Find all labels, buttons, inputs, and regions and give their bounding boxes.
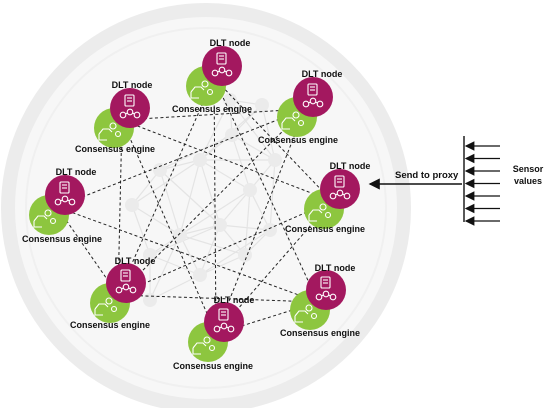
dlt-node-label: DLT node	[214, 295, 255, 305]
ledger-nodes: DLT node Consensus engine DLT node Consensu…	[22, 38, 370, 371]
dlt-node-label: DLT node	[302, 69, 343, 79]
certificate-chain-icon	[213, 308, 235, 333]
certificate-chain-icon	[329, 175, 351, 200]
certificate-chain-icon	[211, 52, 233, 77]
hand-gears-icon	[33, 209, 57, 228]
consensus-engine-label: Consensus engine	[172, 104, 252, 114]
peer-link	[121, 119, 333, 202]
peer-link	[117, 294, 319, 303]
sensor-values-label: values	[514, 176, 542, 186]
consensus-engine-label: Consensus engine	[70, 320, 150, 330]
dlt-node-circle	[320, 169, 360, 209]
dlt-node-group: DLT node Consensus engine	[280, 263, 360, 338]
hand-gears-icon	[190, 80, 214, 99]
consensus-engine-label: Consensus engine	[75, 144, 155, 154]
peer-link	[56, 206, 319, 303]
certificate-chain-icon	[115, 269, 137, 294]
sensor-values-label: Sensor	[513, 164, 544, 174]
peer-link	[213, 77, 319, 303]
dlt-node-label: DLT node	[330, 161, 371, 171]
proxy-input: Send to proxy Sensor values	[368, 136, 544, 226]
hand-gears-icon	[308, 203, 332, 222]
consensus-engine-label: Consensus engine	[280, 328, 360, 338]
hand-gears-icon	[98, 122, 122, 141]
dlt-node-label: DLT node	[315, 263, 356, 273]
consensus-engine-label: Consensus engine	[285, 224, 365, 234]
peer-link	[56, 108, 306, 208]
dlt-node-label: DLT node	[115, 256, 156, 266]
dlt-node-circle	[106, 263, 146, 303]
dlt-node-circle	[293, 77, 333, 117]
send-to-proxy-label: Send to proxy	[395, 170, 459, 181]
dlt-node-label: DLT node	[210, 38, 251, 48]
certificate-chain-icon	[302, 83, 324, 108]
dlt-node-label: DLT node	[112, 80, 153, 90]
dlt-node-group: DLT node Consensus engine	[258, 69, 342, 145]
peer-link	[215, 108, 306, 335]
peer-link	[213, 77, 217, 335]
certificate-chain-icon	[54, 181, 76, 206]
dlt-node-circle	[45, 175, 85, 215]
dlt-node-circle	[202, 46, 242, 86]
dlt-node-circle	[204, 302, 244, 342]
dlt-node-group: DLT node Consensus engine	[285, 161, 370, 234]
peer-link	[117, 77, 215, 296]
dlt-node-group: DLT node Consensus engine	[75, 80, 155, 154]
peer-link	[117, 200, 333, 296]
hand-gears-icon	[192, 336, 216, 355]
dlt-node-circle	[110, 88, 150, 128]
consensus-engine-label: Consensus engine	[173, 361, 253, 371]
dlt-node-label: DLT node	[56, 167, 97, 177]
hand-gears-icon	[281, 111, 305, 130]
dlt-node-group: DLT node Consensus engine	[173, 295, 254, 371]
certificate-chain-icon	[315, 276, 337, 301]
hand-gears-icon	[94, 297, 118, 316]
dlt-node-group: DLT node Consensus engine	[172, 38, 252, 114]
dlt-node-group: DLT node Consensus engine	[22, 167, 102, 244]
peer-link	[121, 119, 217, 335]
hand-gears-icon	[294, 304, 318, 323]
peer-link	[213, 77, 333, 202]
consensus-engine-label: Consensus engine	[258, 135, 338, 145]
consensus-engine-label: Consensus engine	[22, 234, 102, 244]
dlt-node-group: DLT node Consensus engine	[70, 256, 155, 330]
certificate-chain-icon	[119, 94, 141, 119]
dlt-node-circle	[306, 270, 346, 310]
